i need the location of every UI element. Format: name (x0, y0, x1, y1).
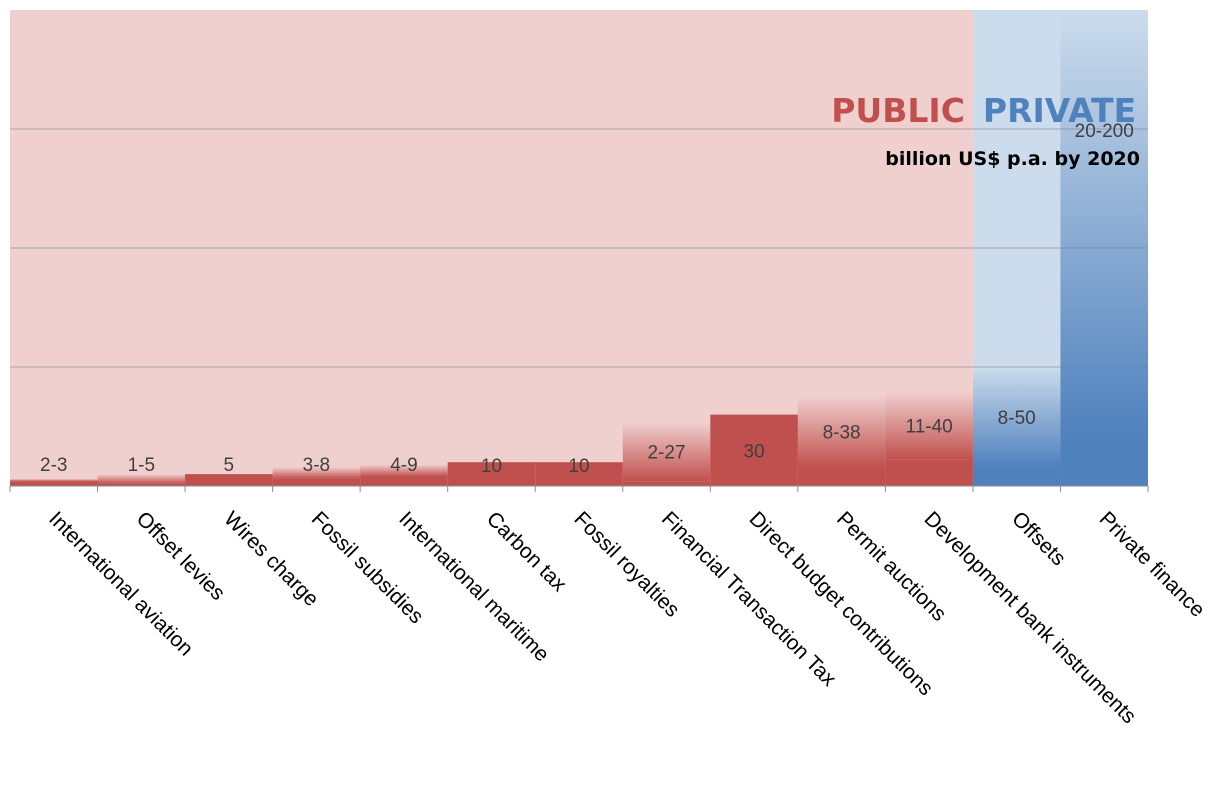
data-label: 2-27 (648, 442, 686, 463)
data-label: 20-200 (1075, 121, 1134, 142)
gridlines (10, 128, 1148, 368)
data-label: 30 (744, 441, 765, 462)
data-label: 8-38 (823, 422, 861, 443)
bar-range (272, 466, 361, 479)
data-labels: 2-3 1-5 5 3-8 4-9 10 10 2-27 30 8-38 11-40 8-50 20-2… (40, 121, 1134, 477)
data-label: 8-50 (998, 408, 1036, 429)
bar-range (622, 421, 711, 482)
bars (10, 10, 1148, 486)
data-label: 1-5 (128, 455, 155, 476)
category-label: Direct budget contributions (745, 507, 938, 700)
bar-range (797, 395, 886, 467)
bar-solid (622, 481, 711, 486)
data-label: 11-40 (906, 416, 953, 437)
data-label: 3-8 (303, 455, 330, 476)
category-label: International maritime (394, 507, 553, 666)
bar-solid (535, 462, 623, 486)
public-banner: PUBLIC (831, 91, 965, 130)
category-label: Financial Transaction Tax (657, 507, 841, 691)
section-banners: PUBLIC PRIVATE billion US$ p.a. by 2020 (831, 91, 1140, 170)
private-banner: PRIVATE (983, 91, 1136, 130)
bar-range (885, 390, 973, 460)
bar-solid (10, 481, 98, 486)
bar-range (360, 464, 448, 477)
bar-solid (272, 478, 361, 486)
bar-range (10, 478, 98, 482)
bar-solid (710, 414, 798, 486)
category-label: Offsets (1007, 507, 1070, 570)
bar-solid (797, 466, 886, 486)
data-label: 2-3 (40, 455, 67, 476)
bar-range (1060, 10, 1148, 439)
bar-solid (972, 466, 1061, 486)
category-label: International aviation (44, 507, 197, 660)
category-label: Carbon tax (482, 507, 571, 596)
category-label: Offset levies (132, 507, 230, 605)
category-label: Private finance (1095, 507, 1209, 621)
bar-solid (885, 459, 973, 486)
bar-solid (360, 476, 448, 486)
bar-range (972, 367, 1061, 467)
data-label: 10 (568, 456, 589, 477)
data-label: 5 (224, 455, 235, 476)
bar-solid (97, 483, 186, 486)
bar-range (97, 474, 186, 484)
chart-subtitle: billion US$ p.a. by 2020 (885, 148, 1140, 170)
bar-solid (1060, 438, 1148, 486)
x-axis (9, 485, 1149, 492)
data-label: 4-9 (390, 455, 417, 476)
bar-solid (447, 462, 536, 486)
bar-solid (185, 474, 273, 486)
data-label: 10 (481, 456, 502, 477)
